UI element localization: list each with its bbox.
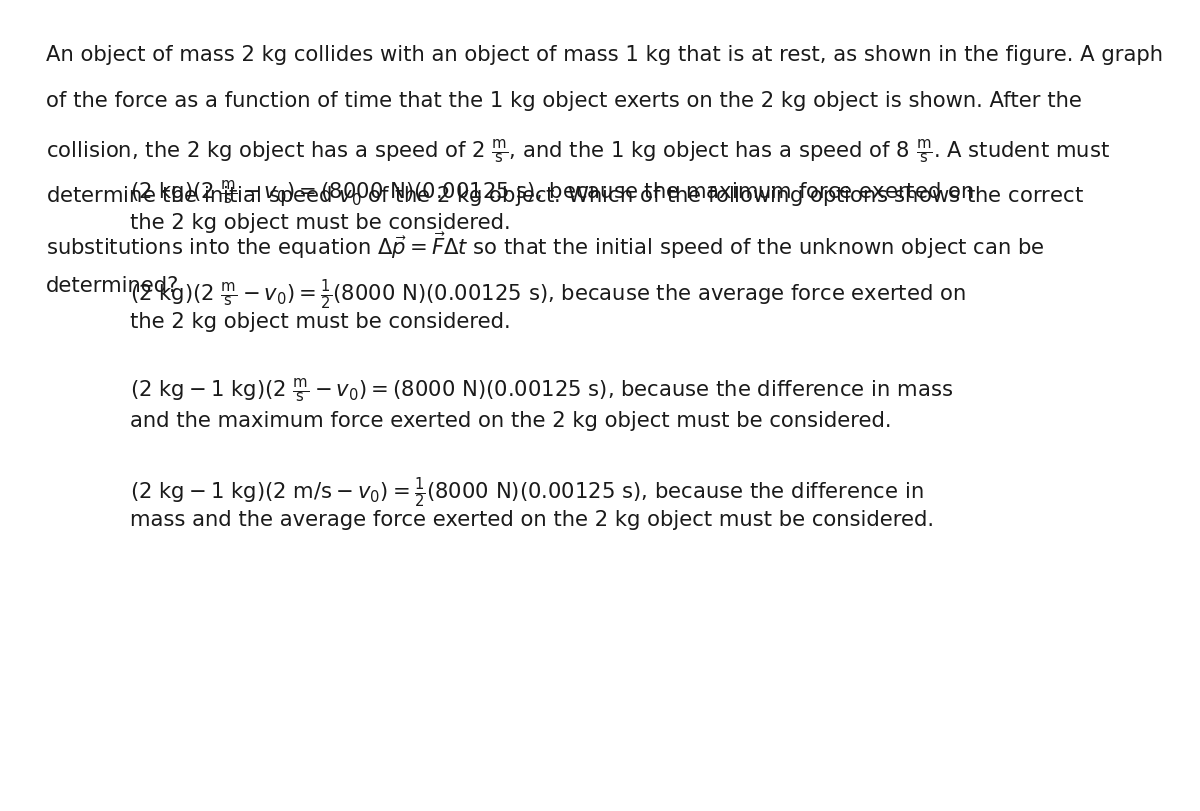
Text: $(2\ \mathrm{kg})(2\ \frac{\mathrm{m}}{\mathrm{s}} - v_0) = \frac{1}{2}(8000\ \m: $(2\ \mathrm{kg})(2\ \frac{\mathrm{m}}{\… (130, 277, 965, 312)
Text: $(2\ \mathrm{kg} - 1\ \mathrm{kg})(2\ \frac{\mathrm{m}}{\mathrm{s}} -v_0) = (800: $(2\ \mathrm{kg} - 1\ \mathrm{kg})(2\ \f… (130, 376, 953, 405)
Text: $(2\ \mathrm{kg} - 1\ \mathrm{kg})(2\ \mathrm{m/s} - v_0) = \frac{1}{2}(8000\ \m: $(2\ \mathrm{kg} - 1\ \mathrm{kg})(2\ \m… (130, 475, 923, 510)
Text: the 2 kg object must be considered.: the 2 kg object must be considered. (130, 311, 510, 332)
Text: the 2 kg object must be considered.: the 2 kg object must be considered. (130, 212, 510, 233)
Text: collision, the 2 kg object has a speed of 2 $\frac{\mathrm{m}}{\mathrm{s}}$, and: collision, the 2 kg object has a speed o… (46, 137, 1110, 165)
Text: mass and the average force exerted on the 2 kg object must be considered.: mass and the average force exerted on th… (130, 509, 934, 530)
Text: substitutions into the equation $\Delta\vec{p} = \vec{F}\Delta t$ so that the in: substitutions into the equation $\Delta\… (46, 230, 1044, 260)
Text: $(2\ \mathrm{kg})(2\ \frac{\mathrm{m}}{\mathrm{s}} - v_0) = (8000\ \mathrm{N})(0: $(2\ \mathrm{kg})(2\ \frac{\mathrm{m}}{\… (130, 178, 973, 207)
Text: determined?: determined? (46, 276, 179, 296)
Text: determine the initial speed $v_0$ of the 2 kg object. Which of the following opt: determine the initial speed $v_0$ of the… (46, 183, 1084, 208)
Text: and the maximum force exerted on the 2 kg object must be considered.: and the maximum force exerted on the 2 k… (130, 410, 892, 431)
Text: of the force as a function of time that the 1 kg object exerts on the 2 kg objec: of the force as a function of time that … (46, 91, 1081, 111)
Text: An object of mass 2 kg collides with an object of mass 1 kg that is at rest, as : An object of mass 2 kg collides with an … (46, 45, 1163, 65)
